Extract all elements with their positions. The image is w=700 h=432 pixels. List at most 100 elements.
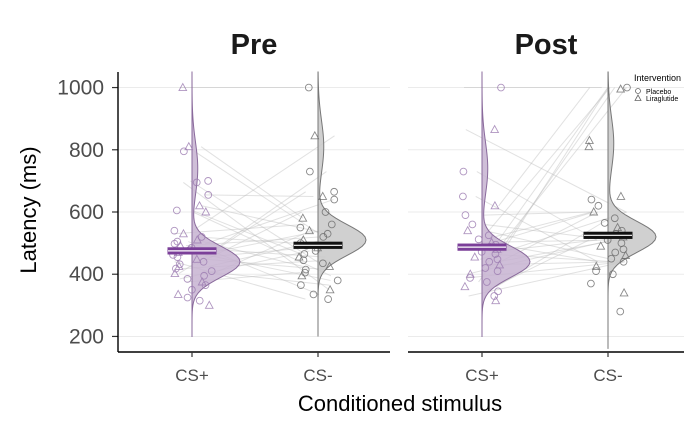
data-point (616, 191, 626, 200)
data-point (310, 130, 320, 140)
data-point (192, 235, 202, 244)
data-point (619, 245, 628, 254)
data-point (298, 213, 308, 222)
y-tick-label-200: 200 (69, 325, 104, 348)
data-point (321, 208, 330, 216)
data-point (468, 220, 477, 229)
data-point (183, 293, 192, 302)
panel-title-pre: Pre (231, 29, 278, 61)
data-point (490, 200, 500, 210)
data-point (608, 270, 617, 279)
data-point (204, 191, 213, 199)
data-point (178, 228, 189, 238)
panel-post: Post CS+ CS- (408, 29, 684, 385)
data-point (459, 192, 467, 201)
data-point (333, 276, 342, 285)
data-point (309, 290, 318, 299)
pair-line (484, 230, 623, 263)
data-point (470, 252, 480, 261)
panel-pre: Pre CS+ CS- (117, 29, 390, 385)
data-point (300, 250, 309, 258)
data-point (183, 275, 192, 283)
data-point (466, 274, 474, 282)
legend-key-circle (635, 88, 641, 94)
pair-line (192, 211, 332, 277)
data-point (623, 83, 631, 92)
pair-line (183, 182, 330, 291)
data-point (204, 300, 214, 309)
data-point (611, 248, 620, 257)
pair-line (476, 171, 597, 241)
data-point (592, 267, 600, 275)
density-CS- (317, 71, 367, 337)
data-point (201, 207, 211, 216)
data-point (493, 255, 502, 264)
data-point (192, 178, 201, 187)
data-point (594, 201, 603, 210)
x-tick-label-CS-: CS- (303, 366, 332, 385)
data-point (195, 296, 204, 305)
data-point (587, 195, 596, 204)
data-point (619, 287, 629, 297)
data-point (200, 271, 208, 280)
data-point (294, 252, 304, 261)
data-point (616, 84, 626, 93)
data-point (306, 167, 314, 176)
y-tick-label-600: 600 (69, 201, 104, 224)
pair-line (192, 135, 335, 232)
data-point (194, 200, 205, 210)
data-point (184, 141, 194, 151)
data-point (490, 124, 500, 134)
data-point (297, 270, 307, 280)
x-axis-title: Conditioned stimulus (298, 391, 502, 416)
pair-line (210, 171, 327, 253)
density-CS+ (191, 71, 241, 337)
data-point (319, 233, 328, 241)
legend-label-placebo: Placebo (646, 89, 671, 96)
data-point (327, 220, 336, 229)
y-axis-title: Latency (ms) (16, 146, 41, 273)
data-point (596, 241, 606, 250)
data-point (325, 261, 335, 270)
data-point (170, 239, 179, 248)
legend-label-liraglutide: Liraglutide (646, 96, 678, 103)
data-point (297, 281, 305, 289)
data-point (325, 284, 335, 294)
data-point (192, 254, 202, 263)
pair-line (498, 87, 591, 207)
data-point (484, 231, 493, 240)
y-tick-label-1000: 1000 (57, 77, 104, 100)
data-point (459, 167, 468, 176)
data-point (481, 264, 490, 272)
pair-line (475, 196, 599, 263)
x-tick-label-CS+: CS+ (175, 366, 209, 385)
x-tick-label-CS-: CS- (593, 366, 622, 385)
data-point (600, 219, 609, 227)
data-point (324, 295, 332, 303)
data-point (607, 254, 616, 263)
pair-line (200, 146, 304, 219)
pair-line (497, 244, 598, 263)
pair-line (484, 239, 590, 292)
data-point (180, 147, 188, 156)
pair-line (201, 205, 328, 235)
data-point (587, 279, 595, 288)
pair-line (493, 87, 609, 248)
data-point (619, 257, 628, 266)
data-point (304, 225, 315, 235)
data-point (463, 225, 473, 235)
data-point (491, 295, 501, 305)
data-point (178, 82, 188, 92)
pair-line (498, 87, 609, 258)
data-point (318, 191, 328, 200)
density-CS+ (481, 71, 531, 337)
data-point (319, 259, 327, 268)
data-point (474, 235, 483, 244)
data-point (610, 214, 619, 223)
data-point (175, 260, 184, 269)
pair-line (482, 87, 627, 269)
data-point (172, 206, 181, 215)
data-point (170, 226, 179, 235)
pair-line (205, 199, 334, 245)
